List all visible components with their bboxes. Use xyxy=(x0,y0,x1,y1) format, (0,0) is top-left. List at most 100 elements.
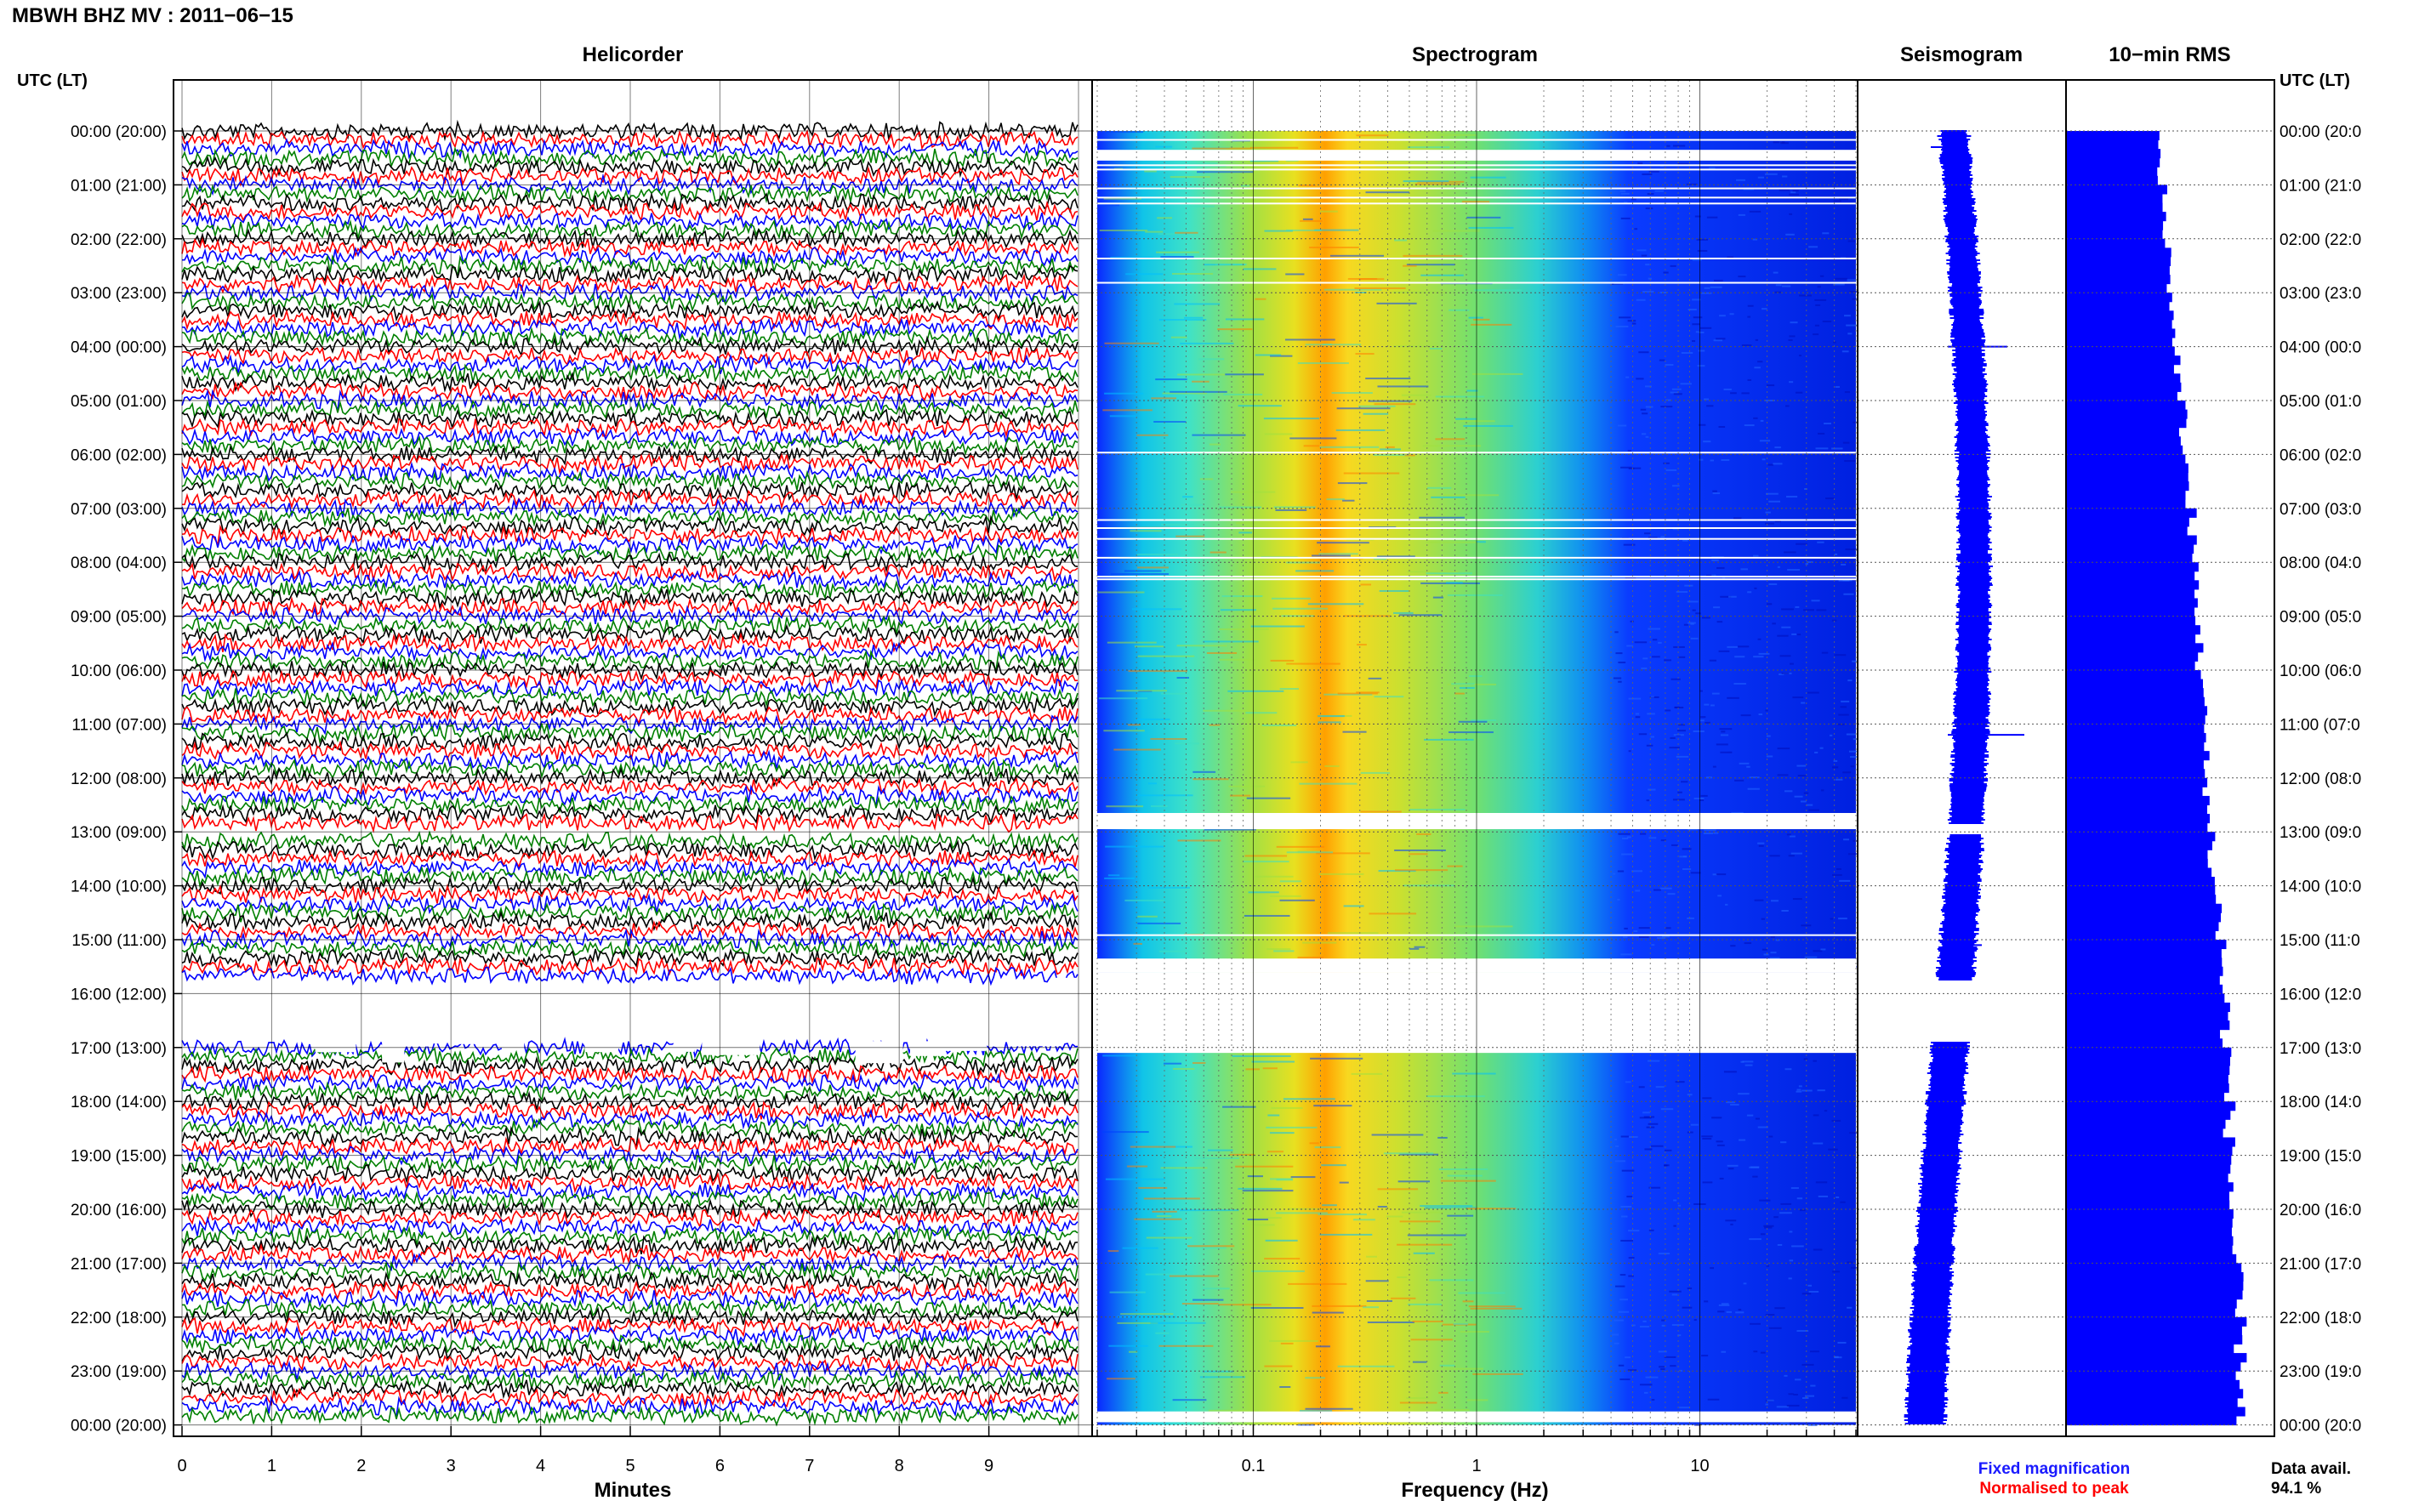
spectrogram-noise xyxy=(1710,459,1715,462)
spectrogram-noise xyxy=(1695,612,1701,615)
spectrogram-streak xyxy=(1145,1273,1193,1276)
spectrogram-noise xyxy=(1820,948,1826,951)
spectrogram-streak xyxy=(1229,1153,1255,1156)
spectrogram-streak xyxy=(1443,1367,1483,1370)
spectrogram-noise xyxy=(1846,733,1857,736)
spectrogram-noise xyxy=(1831,619,1837,622)
spectrogram-noise xyxy=(1686,183,1698,185)
spectrogram-streak xyxy=(1310,1057,1363,1060)
spectrogram-noise xyxy=(1690,622,1694,625)
spectrogram-streak xyxy=(1305,344,1362,346)
spectrogram-noise xyxy=(1634,228,1638,230)
spectrogram-noise xyxy=(1711,574,1716,577)
helicorder-tick-label: 2 xyxy=(356,1457,366,1475)
rms-bar xyxy=(2066,391,2177,401)
spectrogram-streak xyxy=(1223,393,1263,395)
spectrogram-noise xyxy=(1682,539,1688,542)
spectrogram-streak xyxy=(1161,523,1194,526)
spectrogram-noise xyxy=(1817,286,1821,288)
spectrogram-noise xyxy=(1618,662,1626,664)
spectrogram-noise xyxy=(1789,1259,1794,1262)
spectrogram-streak xyxy=(1192,434,1246,436)
spectrogram-streak xyxy=(1460,420,1495,423)
right-time-labels: 00:00 (20:0 01:00 (21:0 02:00 (22:0 03:00 (… xyxy=(2280,123,2361,1435)
spectrogram-noise xyxy=(1757,361,1763,363)
spectrogram-noise xyxy=(1654,190,1665,192)
spectrogram-noise xyxy=(1665,469,1677,471)
data-gap xyxy=(470,987,508,1004)
spectrogram-noise xyxy=(1788,1393,1794,1395)
spectrogram-streak xyxy=(1203,709,1256,712)
spectrogram-noise xyxy=(1618,680,1622,683)
spectrogram-streak xyxy=(1360,771,1391,774)
spectrogram-streak xyxy=(1197,171,1254,173)
spectrogram-noise xyxy=(1804,1395,1814,1397)
spectrogram-noise xyxy=(1780,1422,1790,1424)
spectrogram-streak xyxy=(1226,149,1249,151)
spectrogram-streak xyxy=(1472,1373,1523,1375)
spectrogram-noise xyxy=(1711,1117,1722,1119)
spectrogram-noise xyxy=(1801,1089,1813,1092)
spectrogram-streak xyxy=(1097,591,1145,594)
spectrogram-noise xyxy=(1625,345,1631,348)
spectrogram-noise xyxy=(1678,656,1686,658)
rms-bar xyxy=(2066,310,2174,321)
rms-bar xyxy=(2066,293,2172,303)
spectrogram-noise xyxy=(1749,1166,1759,1168)
spectrogram-streak xyxy=(1321,1164,1346,1167)
spectrogram-noise xyxy=(1774,446,1781,449)
spectrogram-noise xyxy=(1768,500,1780,503)
spectrogram-noise xyxy=(1790,1187,1799,1190)
spectrogram-streak xyxy=(1435,438,1466,441)
time-label-right: 14:00 (10:0 xyxy=(2280,878,2361,896)
spectrogram-noise xyxy=(1622,838,1629,840)
spectrogram-streak xyxy=(1406,1396,1430,1399)
spectrogram-noise xyxy=(1630,620,1634,622)
spectrogram-noise xyxy=(1678,724,1686,726)
spectrogram-noise xyxy=(1749,210,1762,213)
spectrogram-streak xyxy=(1195,1157,1240,1159)
spectrogram-streak xyxy=(1150,737,1187,740)
spectrogram-streak xyxy=(1471,323,1512,326)
spectrogram-noise xyxy=(1672,799,1685,801)
rms-bar xyxy=(2066,912,2222,923)
spectrogram-noise xyxy=(1765,1314,1775,1316)
spectrogram-noise xyxy=(1728,595,1737,598)
spectrogram-streak xyxy=(1279,899,1315,901)
spectrogram-noise xyxy=(1677,162,1689,165)
spectrogram-noise xyxy=(1618,1364,1625,1367)
rms-bar xyxy=(2066,1218,2233,1228)
spectrogram-streak xyxy=(1238,405,1282,407)
spectrogram-streak xyxy=(1476,541,1486,543)
spectrogram-noise xyxy=(1743,188,1754,190)
rms-bar xyxy=(2066,1308,2235,1318)
spectrogram-noise xyxy=(1759,1199,1771,1202)
spectrogram-streak xyxy=(1365,378,1411,380)
data-gap xyxy=(489,1026,527,1039)
spectrogram-streak xyxy=(1276,1179,1294,1181)
spectrogram-noise xyxy=(1836,1196,1840,1198)
spectrogram-streak xyxy=(1462,1300,1474,1303)
rms-bar xyxy=(2066,814,2211,824)
spectrogram-streak xyxy=(1263,418,1320,420)
spectrogram-streak xyxy=(1276,1212,1328,1214)
spectrogram-streak xyxy=(1403,180,1449,183)
data-gap xyxy=(1013,1025,1032,1037)
data-gap xyxy=(501,1040,525,1050)
rms-bar xyxy=(2066,283,2167,293)
spectrogram-streak xyxy=(1343,905,1364,907)
spectrogram-noise xyxy=(1625,1356,1631,1359)
time-label-left: 14:00 (10:00) xyxy=(71,878,167,896)
spectrogram-streak xyxy=(1473,318,1490,321)
spectrogram-noise xyxy=(1817,541,1824,543)
spectrogram-noise xyxy=(1665,364,1674,367)
spectrogram-noise xyxy=(1671,1293,1678,1296)
spectrogram-noise xyxy=(1646,799,1650,802)
spectrogram-noise xyxy=(1639,1117,1652,1119)
spectrogram-noise xyxy=(1661,1319,1666,1322)
time-label-left: 21:00 (17:00) xyxy=(71,1255,167,1273)
rms-bar xyxy=(2066,832,2216,842)
rms-bar xyxy=(2066,328,2176,338)
spectrogram-streak xyxy=(1155,1332,1170,1334)
spectrogram-noise xyxy=(1838,918,1847,920)
